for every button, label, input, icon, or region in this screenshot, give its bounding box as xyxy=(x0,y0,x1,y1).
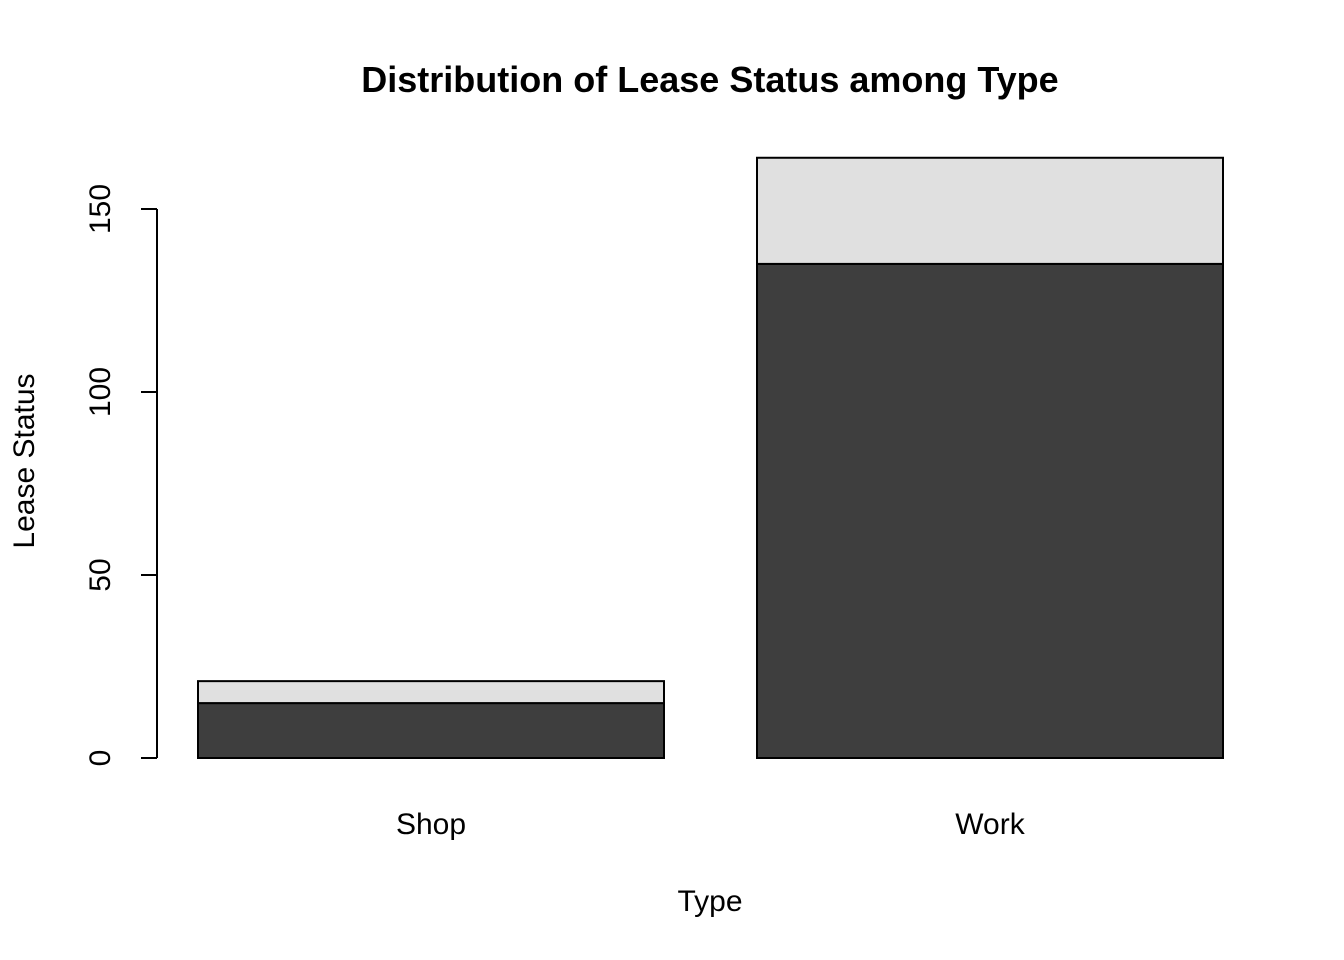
bar-shop-segment-2 xyxy=(197,680,665,705)
y-tick-label-100: 100 xyxy=(84,367,117,417)
x-tick-label-work: Work xyxy=(955,808,1025,841)
chart-title: Distribution of Lease Status among Type xyxy=(361,59,1058,100)
bar-work-segment-1 xyxy=(756,262,1224,759)
x-tick-labels: Shop Work xyxy=(396,808,1026,841)
y-axis: 0 50 100 150 xyxy=(84,184,158,767)
y-tick-label-50: 50 xyxy=(84,558,117,591)
bar-group xyxy=(197,156,1224,759)
bar-shop-segment-1 xyxy=(197,702,665,759)
y-axis-label: Lease Status xyxy=(8,373,41,548)
x-tick-label-shop: Shop xyxy=(396,808,466,841)
y-tick-label-0: 0 xyxy=(84,750,117,767)
bar-work-segment-2 xyxy=(756,156,1224,265)
y-tick-label-150: 150 xyxy=(84,184,117,234)
x-axis-label: Type xyxy=(677,885,742,918)
